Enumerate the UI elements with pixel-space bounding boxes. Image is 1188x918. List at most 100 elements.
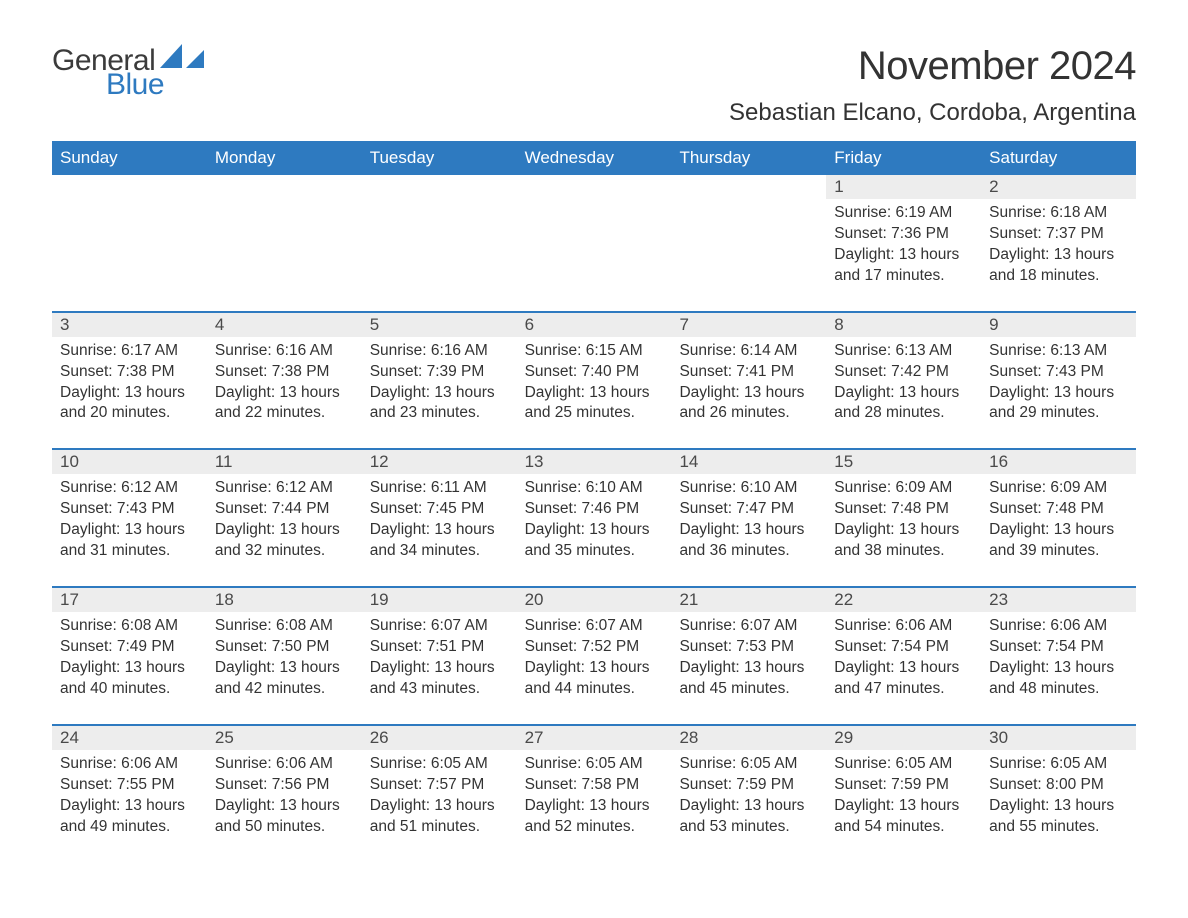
sunset-line: Sunset: 7:44 PM xyxy=(215,499,354,520)
daylight-line: Daylight: 13 hours and 34 minutes. xyxy=(370,520,509,562)
day-number: 18 xyxy=(207,588,362,612)
day-content: Sunrise: 6:16 AMSunset: 7:38 PMDaylight:… xyxy=(207,337,362,425)
day-number: 2 xyxy=(981,175,1136,199)
sunset-line: Sunset: 7:43 PM xyxy=(989,362,1128,383)
day-content: Sunrise: 6:10 AMSunset: 7:47 PMDaylight:… xyxy=(671,474,826,562)
sunrise-line: Sunrise: 6:19 AM xyxy=(834,203,973,224)
calendar-day-cell: 5Sunrise: 6:16 AMSunset: 7:39 PMDaylight… xyxy=(362,311,517,449)
sunrise-line: Sunrise: 6:13 AM xyxy=(834,341,973,362)
daylight-line: Daylight: 13 hours and 31 minutes. xyxy=(60,520,199,562)
calendar-day-cell: 24Sunrise: 6:06 AMSunset: 7:55 PMDayligh… xyxy=(52,724,207,862)
sunset-line: Sunset: 7:59 PM xyxy=(834,775,973,796)
weekday-header-cell: Friday xyxy=(826,141,981,175)
day-number: 5 xyxy=(362,313,517,337)
sunrise-line: Sunrise: 6:05 AM xyxy=(370,754,509,775)
daylight-line: Daylight: 13 hours and 28 minutes. xyxy=(834,383,973,425)
sunrise-line: Sunrise: 6:05 AM xyxy=(989,754,1128,775)
day-content: Sunrise: 6:17 AMSunset: 7:38 PMDaylight:… xyxy=(52,337,207,425)
sunset-line: Sunset: 7:45 PM xyxy=(370,499,509,520)
sunrise-line: Sunrise: 6:07 AM xyxy=(370,616,509,637)
title-block: November 2024 Sebastian Elcano, Cordoba,… xyxy=(729,44,1136,127)
day-content: Sunrise: 6:07 AMSunset: 7:53 PMDaylight:… xyxy=(671,612,826,700)
sunset-line: Sunset: 7:51 PM xyxy=(370,637,509,658)
calendar-day-cell: 28Sunrise: 6:05 AMSunset: 7:59 PMDayligh… xyxy=(671,724,826,862)
sunrise-line: Sunrise: 6:16 AM xyxy=(370,341,509,362)
day-content: Sunrise: 6:15 AMSunset: 7:40 PMDaylight:… xyxy=(517,337,672,425)
day-content: Sunrise: 6:19 AMSunset: 7:36 PMDaylight:… xyxy=(826,199,981,287)
day-number: 3 xyxy=(52,313,207,337)
day-content: Sunrise: 6:06 AMSunset: 7:54 PMDaylight:… xyxy=(826,612,981,700)
sunrise-line: Sunrise: 6:06 AM xyxy=(834,616,973,637)
calendar-body: 1Sunrise: 6:19 AMSunset: 7:36 PMDaylight… xyxy=(52,175,1136,861)
sunrise-line: Sunrise: 6:18 AM xyxy=(989,203,1128,224)
weekday-header-cell: Tuesday xyxy=(362,141,517,175)
calendar-day-cell xyxy=(671,175,826,311)
calendar-day-cell: 13Sunrise: 6:10 AMSunset: 7:46 PMDayligh… xyxy=(517,448,672,586)
day-number: 27 xyxy=(517,726,672,750)
calendar-week: 24Sunrise: 6:06 AMSunset: 7:55 PMDayligh… xyxy=(52,724,1136,862)
calendar-day-cell: 25Sunrise: 6:06 AMSunset: 7:56 PMDayligh… xyxy=(207,724,362,862)
sunrise-line: Sunrise: 6:12 AM xyxy=(60,478,199,499)
daylight-line: Daylight: 13 hours and 35 minutes. xyxy=(525,520,664,562)
sunrise-line: Sunrise: 6:12 AM xyxy=(215,478,354,499)
daylight-line: Daylight: 13 hours and 48 minutes. xyxy=(989,658,1128,700)
calendar-day-cell: 27Sunrise: 6:05 AMSunset: 7:58 PMDayligh… xyxy=(517,724,672,862)
day-content: Sunrise: 6:11 AMSunset: 7:45 PMDaylight:… xyxy=(362,474,517,562)
calendar-day-cell: 16Sunrise: 6:09 AMSunset: 7:48 PMDayligh… xyxy=(981,448,1136,586)
calendar-day-cell xyxy=(517,175,672,311)
daylight-line: Daylight: 13 hours and 47 minutes. xyxy=(834,658,973,700)
day-content: Sunrise: 6:05 AMSunset: 7:58 PMDaylight:… xyxy=(517,750,672,838)
day-number: 28 xyxy=(671,726,826,750)
sunrise-line: Sunrise: 6:11 AM xyxy=(370,478,509,499)
day-content: Sunrise: 6:18 AMSunset: 7:37 PMDaylight:… xyxy=(981,199,1136,287)
daylight-line: Daylight: 13 hours and 39 minutes. xyxy=(989,520,1128,562)
day-content: Sunrise: 6:13 AMSunset: 7:43 PMDaylight:… xyxy=(981,337,1136,425)
daylight-line: Daylight: 13 hours and 23 minutes. xyxy=(370,383,509,425)
calendar-day-cell: 8 Sunrise: 6:13 AMSunset: 7:42 PMDaylight… xyxy=(826,311,981,449)
sunset-line: Sunset: 7:48 PM xyxy=(989,499,1128,520)
daylight-line: Daylight: 13 hours and 55 minutes. xyxy=(989,796,1128,838)
day-number: 8 xyxy=(826,313,981,337)
daylight-line: Daylight: 13 hours and 18 minutes. xyxy=(989,245,1128,287)
sunset-line: Sunset: 7:43 PM xyxy=(60,499,199,520)
calendar-day-cell xyxy=(52,175,207,311)
daylight-line: Daylight: 13 hours and 26 minutes. xyxy=(679,383,818,425)
day-number: 6 xyxy=(517,313,672,337)
calendar-day-cell: 21Sunrise: 6:07 AMSunset: 7:53 PMDayligh… xyxy=(671,586,826,724)
location-subtitle: Sebastian Elcano, Cordoba, Argentina xyxy=(729,99,1136,127)
sunset-line: Sunset: 7:58 PM xyxy=(525,775,664,796)
sunset-line: Sunset: 7:37 PM xyxy=(989,224,1128,245)
day-number: 7 xyxy=(671,313,826,337)
sunset-line: Sunset: 7:59 PM xyxy=(679,775,818,796)
day-number: 22 xyxy=(826,588,981,612)
daylight-line: Daylight: 13 hours and 44 minutes. xyxy=(525,658,664,700)
sunset-line: Sunset: 7:53 PM xyxy=(679,637,818,658)
day-content: Sunrise: 6:05 AMSunset: 7:59 PMDaylight:… xyxy=(671,750,826,838)
sunset-line: Sunset: 7:42 PM xyxy=(834,362,973,383)
calendar-day-cell: 22Sunrise: 6:06 AMSunset: 7:54 PMDayligh… xyxy=(826,586,981,724)
sunset-line: Sunset: 7:52 PM xyxy=(525,637,664,658)
weekday-header-cell: Thursday xyxy=(671,141,826,175)
day-number: 25 xyxy=(207,726,362,750)
calendar-day-cell: 7Sunrise: 6:14 AMSunset: 7:41 PMDaylight… xyxy=(671,311,826,449)
day-number: 10 xyxy=(52,450,207,474)
day-content: Sunrise: 6:07 AMSunset: 7:51 PMDaylight:… xyxy=(362,612,517,700)
sunrise-line: Sunrise: 6:10 AM xyxy=(525,478,664,499)
logo-sail-icon xyxy=(160,44,204,75)
sunset-line: Sunset: 7:38 PM xyxy=(215,362,354,383)
daylight-line: Daylight: 13 hours and 32 minutes. xyxy=(215,520,354,562)
calendar-day-cell: 19Sunrise: 6:07 AMSunset: 7:51 PMDayligh… xyxy=(362,586,517,724)
sunrise-line: Sunrise: 6:06 AM xyxy=(215,754,354,775)
day-number: 17 xyxy=(52,588,207,612)
daylight-line: Daylight: 13 hours and 38 minutes. xyxy=(834,520,973,562)
sunset-line: Sunset: 7:54 PM xyxy=(989,637,1128,658)
calendar-day-cell: 20Sunrise: 6:07 AMSunset: 7:52 PMDayligh… xyxy=(517,586,672,724)
daylight-line: Daylight: 13 hours and 29 minutes. xyxy=(989,383,1128,425)
sunrise-line: Sunrise: 6:13 AM xyxy=(989,341,1128,362)
sunset-line: Sunset: 7:40 PM xyxy=(525,362,664,383)
daylight-line: Daylight: 13 hours and 43 minutes. xyxy=(370,658,509,700)
calendar-day-cell: 14Sunrise: 6:10 AMSunset: 7:47 PMDayligh… xyxy=(671,448,826,586)
day-content: Sunrise: 6:12 AMSunset: 7:43 PMDaylight:… xyxy=(52,474,207,562)
daylight-line: Daylight: 13 hours and 22 minutes. xyxy=(215,383,354,425)
calendar: Sunday Monday Tuesday Wednesday Thursday… xyxy=(52,141,1136,861)
